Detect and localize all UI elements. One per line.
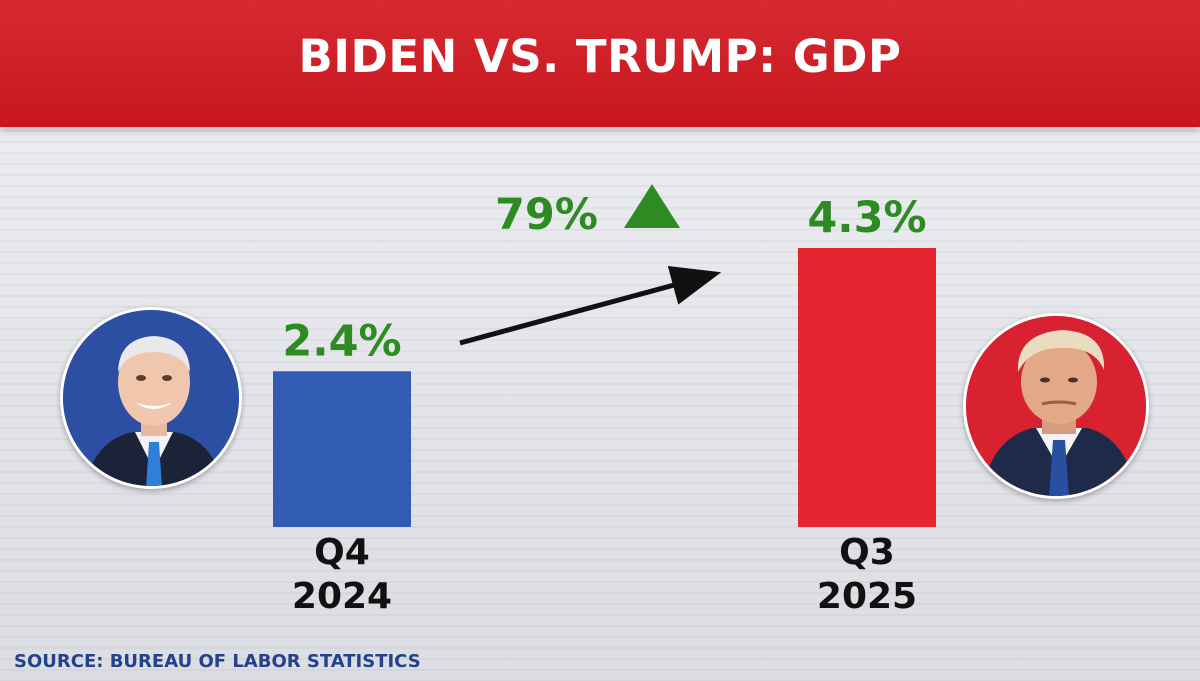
category-quarter-0: Q4 [314,532,370,573]
up-triangle-icon [624,184,680,228]
chart-title: BIDEN VS. TRUMP: GDP [298,30,902,83]
trump-portrait-image [966,316,1146,496]
biden-portrait [60,307,242,489]
biden-portrait-image [63,310,239,486]
category-quarter-1: Q3 [839,532,895,573]
category-year-1: 2025 [817,576,917,617]
category-year-0: 2024 [292,576,392,617]
trend-arrow [459,266,722,346]
title-banner: BIDEN VS. TRUMP: GDP [0,0,1200,127]
value-label-1: 4.3% [807,193,926,243]
trump-portrait [963,313,1149,499]
change-label: 79% [495,190,598,240]
source-note: SOURCE: BUREAU OF LABOR STATISTICS [14,651,421,672]
bar-0 [273,371,411,527]
bar-1 [798,248,936,527]
value-label-0: 2.4% [282,316,401,366]
